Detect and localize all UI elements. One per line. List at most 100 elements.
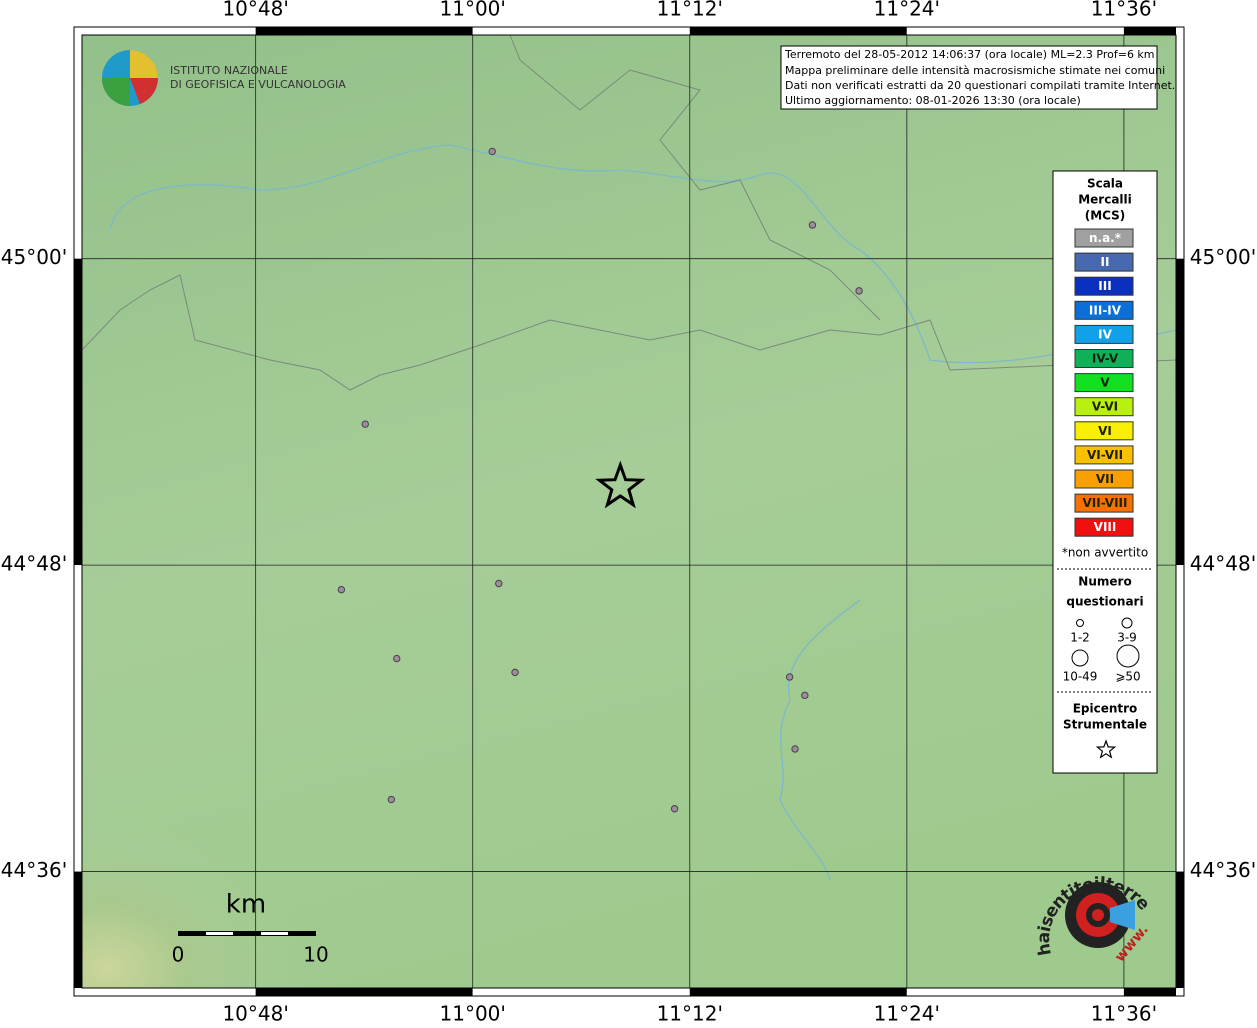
- legend-star: [1095, 739, 1117, 759]
- report-point: [393, 654, 401, 663]
- logo-segment: [130, 78, 158, 104]
- legend-size: [1121, 617, 1133, 629]
- info-line: Dati non verificati estratti da 20 quest…: [785, 79, 1175, 92]
- frame-border: [73, 26, 1185, 997]
- lat-tick-label: 44°48': [1190, 552, 1256, 576]
- info-box: [780, 45, 1158, 110]
- report-point: [387, 795, 396, 804]
- lon-tick-label: 11°24': [874, 1002, 940, 1025]
- scale-bar-seg: [261, 932, 288, 935]
- info-line: Terremoto del 28-05-2012 14:06:37 (ora l…: [784, 48, 1155, 61]
- report-point: [808, 221, 817, 229]
- frame-band: [255, 988, 473, 996]
- legend-note: *non avvertito: [1062, 546, 1148, 560]
- legend-title: Mercalli: [1078, 193, 1132, 207]
- legend-label: V-VI: [1092, 400, 1118, 414]
- legend-label: III: [1098, 279, 1111, 293]
- legend-title: Strumentale: [1063, 718, 1147, 732]
- frame-band: [906, 27, 1124, 35]
- legend-swatch: [1074, 373, 1134, 393]
- lat-tick-label: 44°36': [1190, 858, 1256, 882]
- frame-band: [74, 871, 82, 988]
- logo-text: DI GEOFISICA E VULCANOLOGIA: [170, 78, 346, 91]
- frame-band: [472, 27, 690, 35]
- epicenter: [595, 460, 646, 509]
- frame-band: [1176, 35, 1184, 259]
- legend-label: III-IV: [1089, 303, 1122, 317]
- frame-band: [255, 27, 473, 35]
- report-point: [801, 691, 809, 700]
- legend-label: V: [1100, 376, 1110, 390]
- legend-title: (MCS): [1085, 209, 1126, 223]
- legend-swatch: [1074, 397, 1134, 417]
- lon-tick-label: 11°00': [440, 0, 506, 21]
- legend-swatch: [1074, 349, 1134, 368]
- legend-size-label: ⩾50: [1115, 670, 1140, 684]
- legend-swatch: [1074, 300, 1134, 320]
- scale-bar: km 0 10: [172, 890, 329, 967]
- rivers: [109, 144, 1177, 881]
- frame-band: [82, 27, 256, 35]
- frame-band: [74, 565, 82, 872]
- report-point: [670, 805, 679, 813]
- lat-tick-label: 44°36': [1, 858, 67, 882]
- legend-swatch: [1074, 421, 1134, 441]
- report-point: [337, 585, 346, 594]
- frame-band: [906, 988, 1124, 996]
- legend-title: Scala: [1087, 177, 1123, 191]
- legend-swatch: [1074, 228, 1134, 248]
- legend-label: VI-VII: [1087, 448, 1123, 462]
- legend-label: VI: [1098, 424, 1112, 438]
- report-point: [785, 673, 794, 681]
- frame-band: [74, 35, 82, 259]
- scale-unit: km: [226, 890, 266, 920]
- frame-band: [689, 988, 907, 996]
- overlay: [337, 147, 863, 813]
- frame-band: [472, 988, 690, 996]
- lon-tick-label: 11°36': [1091, 1002, 1157, 1025]
- lon-tick-label: 10°48': [222, 1002, 288, 1025]
- legend: ScalaMercalli(MCS)n.a.*IIIIIIII-IVIVIV-V…: [1057, 177, 1153, 759]
- legend-swatch: [1074, 324, 1134, 344]
- frame-border: [81, 34, 1177, 989]
- info-line: Mappa preliminare delle intensità macros…: [785, 64, 1165, 77]
- legend-swatch: [1074, 252, 1134, 272]
- legend-label: IV: [1098, 327, 1112, 341]
- frame-band: [1176, 258, 1184, 566]
- scale-label: 0: [172, 943, 185, 967]
- ingv-logo: ISTITUTO NAZIONALE DI GEOFISICA E VULCAN…: [102, 50, 346, 106]
- legend-swatch: [1074, 469, 1134, 489]
- lon-tick-label: 10°48': [222, 0, 288, 21]
- legend-size: [1116, 644, 1140, 668]
- frame-band: [1176, 565, 1184, 872]
- info-line: Ultimo aggiornamento: 08-01-2026 13:30 (…: [785, 94, 1081, 107]
- legend-label: n.a.*: [1089, 231, 1122, 245]
- lat-tick-label: 45°00': [1, 245, 67, 269]
- legend-title: Numero: [1078, 575, 1131, 589]
- report-point: [488, 147, 496, 156]
- legend-label: VIII: [1094, 520, 1117, 534]
- report-point: [361, 420, 369, 428]
- lon-tick-label: 11°24': [874, 0, 940, 21]
- scale-bar-body: [178, 931, 316, 936]
- frame-band: [1123, 27, 1176, 35]
- report-point: [855, 287, 863, 295]
- report-point: [511, 668, 519, 677]
- badge-ring: [1092, 909, 1104, 921]
- lon-tick-label: 11°12': [657, 1002, 723, 1025]
- frame-band: [689, 27, 907, 35]
- report-point: [791, 745, 799, 753]
- legend-title: questionari: [1066, 595, 1143, 609]
- frame-band: [1123, 988, 1176, 996]
- legend-size: [1076, 619, 1084, 627]
- legend-swatch: [1074, 276, 1134, 296]
- legend-swatch: [1074, 445, 1134, 465]
- legend-size-label: 1-2: [1070, 631, 1090, 645]
- lat-tick-label: 44°48': [1, 552, 67, 576]
- borders: [81, 34, 1177, 391]
- frame-band: [74, 258, 82, 566]
- legend-label: II: [1101, 255, 1110, 269]
- frame-band: [82, 988, 256, 996]
